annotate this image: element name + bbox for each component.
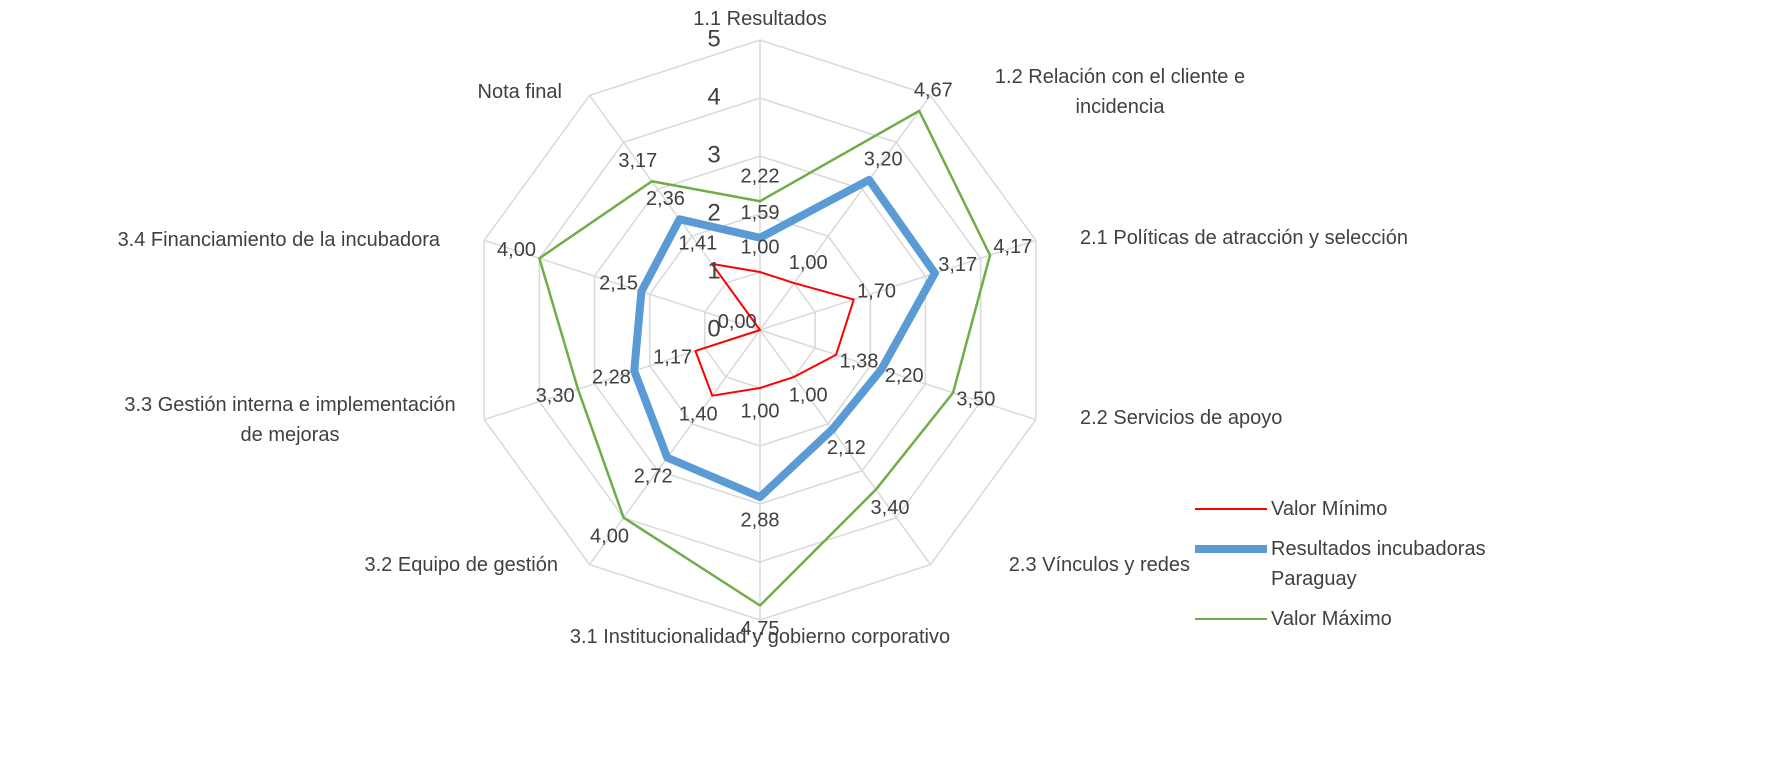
data-label: 1,00 xyxy=(741,236,780,258)
data-label: 1,38 xyxy=(839,350,878,372)
axis-tick-label: 5 xyxy=(707,25,720,52)
spoke xyxy=(759,94,932,331)
legend-swatch xyxy=(1195,545,1267,553)
legend: Valor Mínimo Resultados incubadoras Parag… xyxy=(1195,494,1495,644)
legend-item: Valor Máximo xyxy=(1195,604,1495,634)
legend-swatch xyxy=(1195,508,1267,510)
series-line xyxy=(630,175,939,502)
axis-tick-label: 3 xyxy=(707,141,720,168)
data-label: 4,00 xyxy=(590,525,629,547)
spoke xyxy=(588,329,761,566)
data-label: 4,00 xyxy=(497,239,536,261)
data-label: 2,12 xyxy=(827,437,866,459)
category-label: Nota final xyxy=(477,81,563,103)
category-label: 1.2 Relación con el cliente e incidencia xyxy=(994,66,1246,118)
spoke xyxy=(759,329,932,566)
data-label: 1,70 xyxy=(857,280,896,302)
category-label: 2.1 Políticas de atracción y selección xyxy=(1080,227,1408,249)
spoke xyxy=(759,329,1037,421)
category-label: 3.4 Financiamiento de la incubadora xyxy=(117,229,440,251)
axis-tick-label: 1 xyxy=(707,257,720,284)
data-label: 1,40 xyxy=(679,403,718,425)
data-label: 1,41 xyxy=(678,233,717,255)
data-label: 3,40 xyxy=(871,497,910,519)
data-label: 1,17 xyxy=(653,347,692,369)
axis-tick-label: 0 xyxy=(707,315,720,342)
axis-tick-label: 4 xyxy=(707,83,720,110)
legend-item: Valor Mínimo xyxy=(1195,494,1495,524)
data-label: 3,30 xyxy=(536,385,575,407)
data-label: 0,00 xyxy=(718,311,757,333)
series-line xyxy=(538,109,992,607)
category-label: 3.3 Gestión interna e implementación de … xyxy=(124,394,456,446)
data-label: 2,15 xyxy=(599,272,638,294)
legend-item: Resultados incubadoras Paraguay xyxy=(1195,534,1495,594)
data-label: 2,20 xyxy=(885,365,924,387)
data-label: 2,72 xyxy=(634,465,673,487)
legend-label: Resultados incubadoras Paraguay xyxy=(1271,538,1486,590)
data-label: 2,28 xyxy=(592,367,631,389)
data-label: 2,88 xyxy=(741,509,780,531)
data-label: 1,00 xyxy=(789,385,828,407)
data-label: 3,17 xyxy=(618,150,657,172)
axis-tick-label: 2 xyxy=(707,199,720,226)
legend-label: Valor Máximo xyxy=(1271,608,1392,630)
data-label: 1,59 xyxy=(741,202,780,224)
category-label: 3.2 Equipo de gestión xyxy=(364,554,559,576)
category-label: 1.1 Resultados xyxy=(693,8,827,30)
data-label: 3,20 xyxy=(864,149,903,171)
data-label: 2,36 xyxy=(646,188,685,210)
data-label: 1,00 xyxy=(789,252,828,274)
data-label: 2,22 xyxy=(741,166,780,188)
spoke xyxy=(483,239,761,331)
legend-swatch xyxy=(1195,617,1267,621)
series-line xyxy=(694,262,855,397)
category-label: 3.1 Institucionalidad y gobierno corpora… xyxy=(569,626,951,648)
data-label: 3,50 xyxy=(956,388,995,410)
data-label: 4,75 xyxy=(741,618,780,640)
data-label: 3,17 xyxy=(938,254,977,276)
data-label: 4,17 xyxy=(993,236,1032,258)
data-label: 1,00 xyxy=(741,400,780,422)
category-label: 2.2 Servicios de apoyo xyxy=(1080,407,1283,429)
data-label: 4,67 xyxy=(914,80,953,102)
category-label: 2.3 Vínculos y redes xyxy=(1008,554,1190,576)
legend-label: Valor Mínimo xyxy=(1271,498,1388,520)
